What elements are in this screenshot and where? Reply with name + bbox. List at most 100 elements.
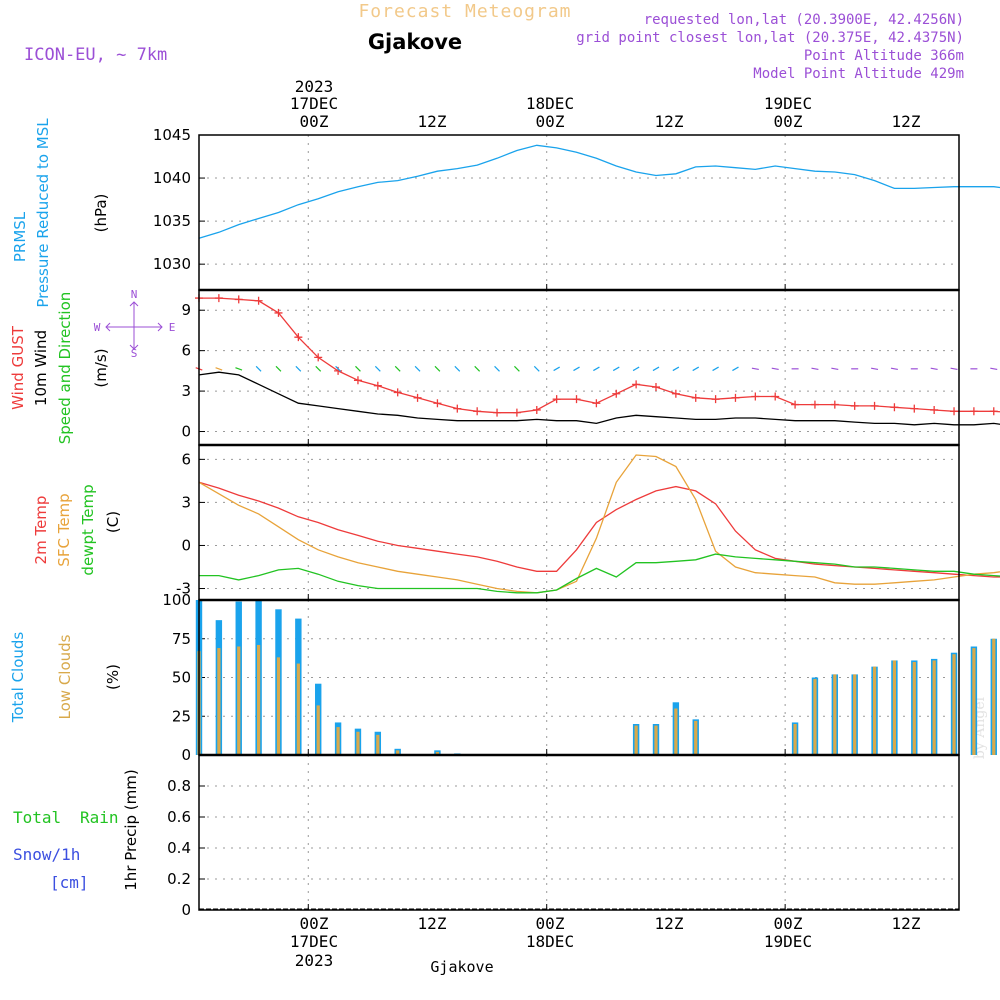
- bottom-tick-label-12z: 12Z: [418, 914, 447, 933]
- total-clouds-label: Total Clouds: [9, 632, 27, 724]
- wind-direction-arrow: [394, 365, 401, 372]
- wind-direction-arrow: [831, 367, 839, 371]
- gust-marker: [651, 383, 660, 392]
- gust-marker: [473, 407, 482, 416]
- low-clouds-bar: [336, 727, 340, 755]
- wind-direction-arrow: [612, 366, 620, 372]
- top-day-label-2: 18DEC: [526, 94, 574, 113]
- gust-marker: [890, 403, 899, 412]
- model-label: ICON-EU, ~ 7km: [24, 45, 167, 65]
- low-clouds-bar: [793, 724, 797, 755]
- pressure-unit: (hPa): [92, 194, 110, 233]
- y-tick-label: 0.4: [167, 839, 191, 857]
- y-tick-label: 25: [172, 707, 191, 725]
- location-title: Gjakove: [368, 30, 462, 54]
- plot-area: 10301035104010450369-3036025507510000.20…: [153, 126, 1000, 919]
- wind-direction-arrow: [514, 365, 520, 372]
- low-clouds-bar: [892, 660, 897, 755]
- temp-panel: -3 0 3 6: [176, 443, 1000, 601]
- gust-marker: [592, 399, 601, 408]
- low-clouds-bar: [813, 679, 817, 755]
- gust-marker: [493, 408, 502, 417]
- wind-direction-arrow: [235, 367, 243, 371]
- gust-marker: [870, 401, 879, 410]
- y-tick-label: 0.6: [167, 808, 191, 826]
- sfc-temp-line: [198, 454, 1000, 594]
- low-clouds-bar: [833, 674, 837, 755]
- wind-unit: (m/s): [92, 348, 110, 387]
- pressure-label-2: Pressure Reduced to MSL: [34, 118, 52, 308]
- gust-marker: [453, 404, 462, 413]
- y-tick-label: 0: [181, 536, 191, 554]
- precip-total-label: Total: [13, 808, 61, 827]
- compass-e: E: [169, 321, 176, 334]
- gust-marker: [950, 407, 959, 416]
- bottom-year-label: 2023: [295, 951, 334, 970]
- gust-marker: [214, 294, 223, 303]
- pressure-panel: 1030 1035 1040 1045: [153, 126, 1000, 291]
- gust-marker: [850, 401, 859, 410]
- low-clouds-bar: [932, 660, 936, 755]
- wind-direction-arrow: [692, 366, 700, 372]
- gust-marker: [532, 405, 541, 414]
- y-tick-label: 75: [172, 630, 191, 648]
- bottom-tick-label-12z: 12Z: [892, 914, 921, 933]
- low-clouds-bar: [396, 750, 400, 755]
- bottom-day-label-2: 18DEC: [526, 932, 574, 951]
- wind-direction-arrow: [335, 365, 341, 372]
- precip-snow-label: Snow/1h: [13, 845, 80, 864]
- low-clouds-bar: [872, 666, 877, 755]
- y-tick-label: 100: [162, 591, 191, 609]
- clouds-unit: (%): [104, 664, 122, 690]
- clouds-panel: 0 25 50 75 100: [162, 591, 997, 764]
- y-tick-label: 1045: [153, 126, 191, 144]
- wind-direction-arrow: [771, 367, 779, 371]
- low-clouds-bar: [654, 725, 658, 755]
- wind-direction-arrow: [255, 365, 262, 372]
- dewpt-temp-line: [199, 553, 1000, 594]
- low-clouds-label: Low Clouds: [56, 634, 74, 719]
- wind-direction-arrow: [474, 365, 481, 372]
- wind-direction-arrow: [215, 367, 223, 371]
- y-tick-label: 3: [181, 382, 191, 400]
- y-tick-label: 6: [181, 342, 191, 360]
- wind-direction-arrow: [632, 366, 640, 372]
- gust-marker: [254, 296, 263, 305]
- top-day-label-3: 19DEC: [764, 94, 812, 113]
- precip-panel: 0 0.2 0.4 0.6 0.8: [167, 753, 960, 919]
- precip-cm-label: [cm]: [50, 873, 89, 892]
- low-clouds-bar: [952, 654, 956, 755]
- gust-marker: [969, 407, 978, 416]
- gust-marker: [373, 381, 382, 390]
- wind-direction-label: Speed and Direction: [56, 292, 74, 445]
- wind-direction-arrow: [374, 365, 381, 372]
- faded-title: Forecast Meteogram: [358, 1, 571, 22]
- y-tick-label: 1040: [153, 169, 191, 187]
- info-model-altitude: Model Point Altitude 429m: [753, 66, 964, 82]
- low-clouds-bar: [316, 705, 320, 755]
- y-tick-label: 50: [172, 669, 191, 687]
- low-clouds-bar: [276, 657, 281, 755]
- gust-marker: [512, 408, 521, 417]
- low-clouds-bar: [694, 720, 698, 755]
- low-clouds-bar: [674, 708, 678, 755]
- y-tick-label: -3: [176, 580, 191, 598]
- wind-direction-arrow: [593, 366, 600, 372]
- low-clouds-bar: [992, 638, 996, 755]
- gust-marker: [632, 380, 641, 389]
- y-tick-label: 0.2: [167, 870, 191, 888]
- low-clouds-bar: [853, 674, 857, 755]
- wind-direction-arrow: [712, 366, 719, 372]
- wind-direction-arrow: [811, 367, 819, 371]
- compass-w: W: [94, 321, 101, 334]
- wind-direction-arrow: [434, 365, 441, 372]
- wind-direction-arrow: [990, 367, 998, 371]
- wind-gust-line: [199, 297, 1000, 414]
- gust-marker: [671, 389, 680, 398]
- gust-marker: [930, 405, 939, 414]
- wind-direction-arrow: [295, 365, 302, 372]
- gust-marker: [830, 400, 839, 409]
- low-clouds-bar: [257, 644, 261, 755]
- wind-direction-arrow: [732, 366, 739, 372]
